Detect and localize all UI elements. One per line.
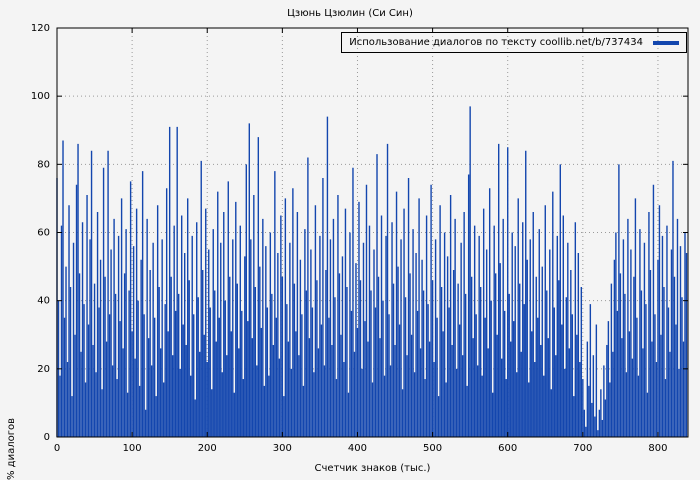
y-tick-label: 20 [37, 364, 50, 375]
y-tick-label: 120 [31, 23, 50, 34]
chart-title: Цзюнь Цзюлин (Си Син) [287, 8, 413, 19]
x-tick-label: 500 [423, 443, 442, 454]
x-tick-label: 700 [573, 443, 592, 454]
y-tick-label: 40 [37, 296, 50, 307]
y-tick-label: 80 [37, 159, 50, 170]
x-tick-label: 800 [648, 443, 667, 454]
y-tick-label: 60 [37, 228, 50, 239]
x-tick-label: 0 [54, 443, 60, 454]
y-tick-label: 0 [44, 432, 50, 443]
x-tick-label: 100 [123, 443, 142, 454]
x-tick-label: 400 [348, 443, 367, 454]
x-tick-label: 600 [498, 443, 517, 454]
legend: Использование диалогов по тексту coollib… [341, 32, 687, 53]
x-axis-label: Счетчик знаков (тыс.) [314, 463, 431, 474]
legend-label: Использование диалогов по тексту coollib… [349, 37, 643, 48]
x-tick-label: 300 [273, 443, 292, 454]
y-tick-label: 100 [31, 91, 50, 102]
x-tick-label: 200 [198, 443, 217, 454]
legend-swatch [653, 40, 679, 45]
